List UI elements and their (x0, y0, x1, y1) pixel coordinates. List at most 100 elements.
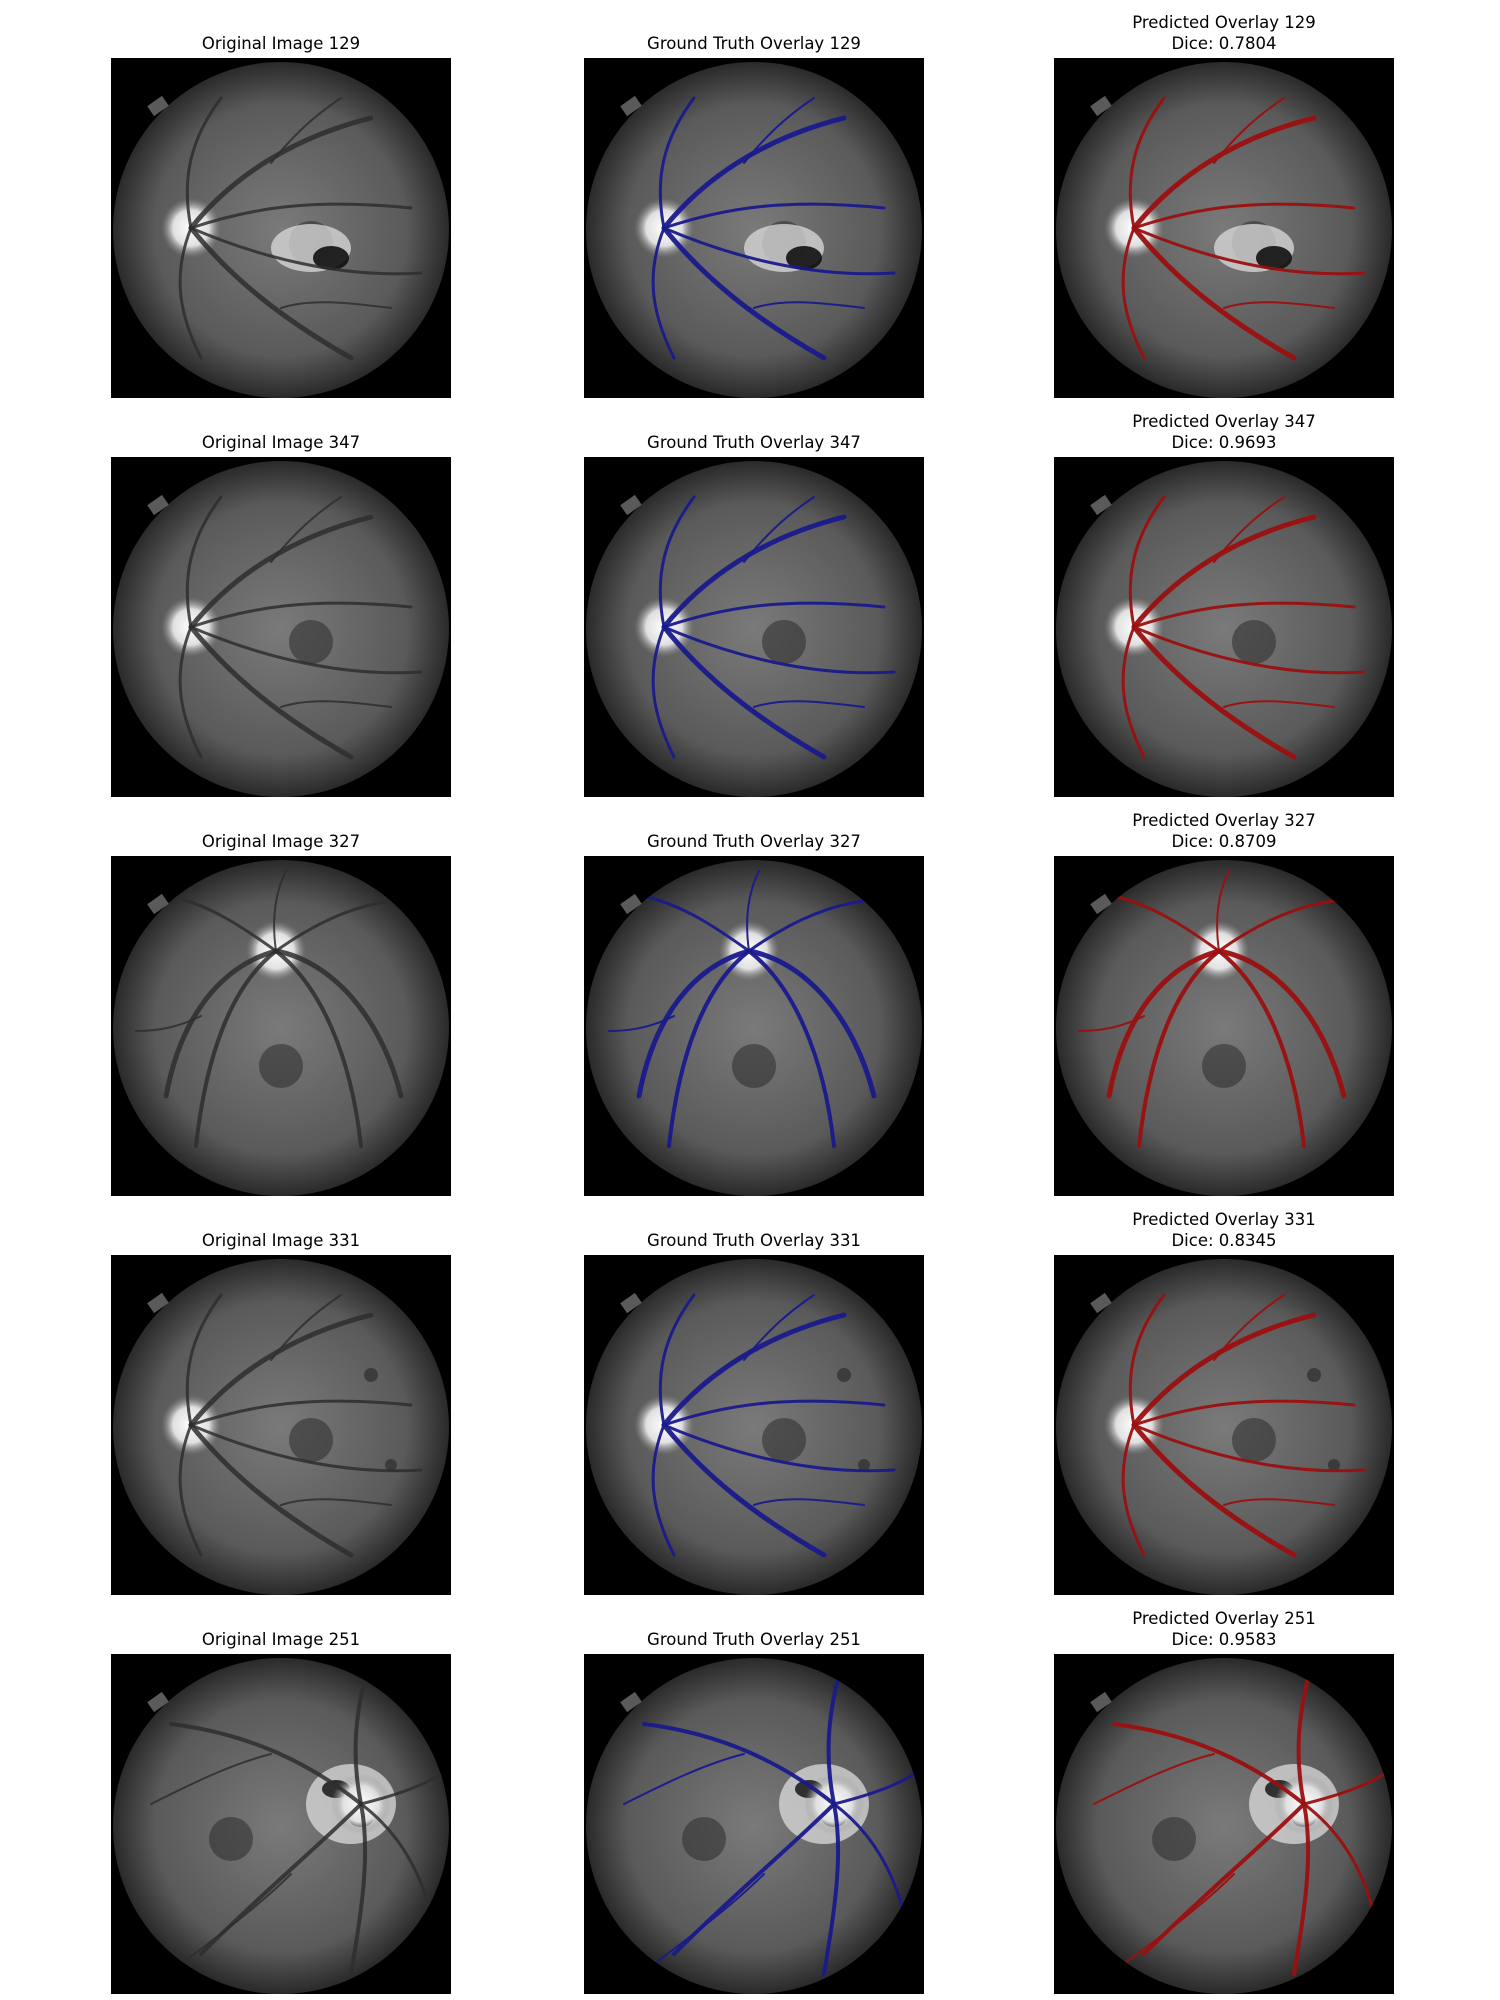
vessel-segment (270, 1294, 342, 1361)
vessel-segment (189, 202, 413, 230)
vessel-segment (1213, 1294, 1285, 1361)
predicted-overlay-label: Predicted Overlay 251 (1132, 1609, 1316, 1628)
vessel-segment (280, 1498, 392, 1506)
fundus-disc (586, 461, 922, 797)
predicted-overlay-title: Predicted Overlay 331 Dice: 0.8345 (994, 1209, 1454, 1251)
vessel-segment (189, 1423, 423, 1473)
vessel-segment (188, 624, 354, 760)
vessel-segment (661, 514, 847, 630)
vessel-segment (653, 1873, 765, 1965)
original-image-title: Original Image 129 (201, 34, 361, 53)
dice-score: Dice: 0.9583 (1171, 1630, 1277, 1649)
vessel-segment (661, 225, 827, 361)
predicted-overlay-image (1054, 1255, 1394, 1595)
predicted-overlay-image (1054, 58, 1394, 398)
vessel-segment (188, 1312, 374, 1428)
vessel-segment (150, 1753, 272, 1805)
original-fundus-image (111, 58, 451, 398)
vessel-segment (661, 1312, 847, 1428)
vessel-segment (1137, 949, 1221, 1148)
vessel-segment (753, 700, 865, 708)
fundus-disc (586, 860, 922, 1196)
vessel-segment (1223, 1498, 1335, 1506)
predicted-overlay-title: Predicted Overlay 251 Dice: 0.9583 (994, 1608, 1454, 1650)
vessel-segment (743, 97, 815, 164)
vessel-segment (185, 495, 223, 629)
vessel-segment (608, 1015, 675, 1032)
predicted-overlay-image (1054, 457, 1394, 797)
vessel-segment (667, 949, 751, 1148)
ground-truth-overlay-title: Ground Truth Overlay 251 (647, 1630, 861, 1649)
vessel-segment (662, 1423, 896, 1473)
vessel-segment (274, 949, 363, 1148)
vessel-segment (178, 1423, 203, 1557)
vessel-segment (832, 1772, 916, 1806)
predicted-overlay-label: Predicted Overlay 347 (1132, 412, 1316, 431)
fundus-disc (113, 62, 449, 398)
vessel-segment (1292, 1802, 1311, 1976)
dice-score: Dice: 0.8709 (1171, 832, 1277, 851)
vessel-segment (661, 624, 827, 760)
vessel-segment (651, 1423, 676, 1557)
vessel-segment (746, 870, 760, 952)
vessel-segment (185, 1293, 223, 1427)
original-fundus-image (111, 856, 451, 1196)
vessel-segment (1302, 1802, 1376, 1916)
vessel-segment (188, 1422, 354, 1558)
fundus-disc (1056, 860, 1392, 1196)
vessel-segment (270, 97, 342, 164)
vessel-segment (1112, 1722, 1306, 1806)
vessel-segment (1213, 496, 1285, 563)
vessel-segment (1132, 1399, 1356, 1427)
fundus-disc (1056, 1259, 1392, 1595)
vessel-segment (180, 1873, 292, 1965)
fundus-disc (113, 1658, 449, 1994)
dice-score: Dice: 0.9693 (1171, 433, 1277, 452)
vessel-segment (743, 496, 815, 563)
vessel-segment (747, 899, 866, 953)
vessel-segment (1223, 301, 1335, 309)
ground-truth-overlay-image (584, 856, 924, 1196)
vessel-segment (169, 894, 278, 953)
original-fundus-image (111, 457, 451, 797)
vessel-segment (270, 496, 342, 563)
vessel-segment (1093, 1753, 1215, 1805)
predicted-overlay-image (1054, 856, 1394, 1196)
vessel-segment (658, 495, 696, 629)
vessel-segment (1131, 624, 1297, 760)
predicted-overlay-label: Predicted Overlay 129 (1132, 13, 1316, 32)
predicted-overlay-label: Predicted Overlay 331 (1132, 1210, 1316, 1229)
vessel-segment (169, 1722, 363, 1806)
ground-truth-overlay-title: Ground Truth Overlay 327 (647, 832, 861, 851)
vessel-segment (188, 225, 354, 361)
vessel-segment (163, 948, 279, 1099)
fundus-disc (1056, 461, 1392, 797)
vessel-segment (1302, 1772, 1386, 1806)
vessel-segment (349, 1802, 368, 1976)
vessel-segment (642, 894, 751, 953)
vessel-segment (1132, 1423, 1366, 1473)
original-image-title: Original Image 327 (201, 832, 361, 851)
vessel-segment (1121, 625, 1146, 759)
ground-truth-overlay-image (584, 457, 924, 797)
vessel-segment (189, 226, 423, 276)
vessel-segment (189, 625, 423, 675)
vessel-segment (189, 601, 413, 629)
vessel-segment (1296, 1672, 1311, 1806)
vessel-segment (1132, 226, 1366, 276)
vessel-segment (1213, 97, 1285, 164)
vessel-segment (1131, 1312, 1317, 1428)
ground-truth-overlay-image (584, 58, 924, 398)
vessel-segment (658, 96, 696, 230)
vessel-segment (1216, 870, 1230, 952)
vessel-segment (623, 1753, 745, 1805)
fundus-disc (1056, 62, 1392, 398)
vessel-segment (832, 1802, 906, 1916)
vessel-segment (1223, 700, 1335, 708)
vessel-segment (662, 625, 896, 675)
original-fundus-image (111, 1654, 451, 1994)
vessel-segment (642, 1722, 836, 1806)
ground-truth-overlay-title: Ground Truth Overlay 129 (647, 34, 861, 53)
vessel-segment (1106, 948, 1222, 1099)
vessel-segment (280, 301, 392, 309)
